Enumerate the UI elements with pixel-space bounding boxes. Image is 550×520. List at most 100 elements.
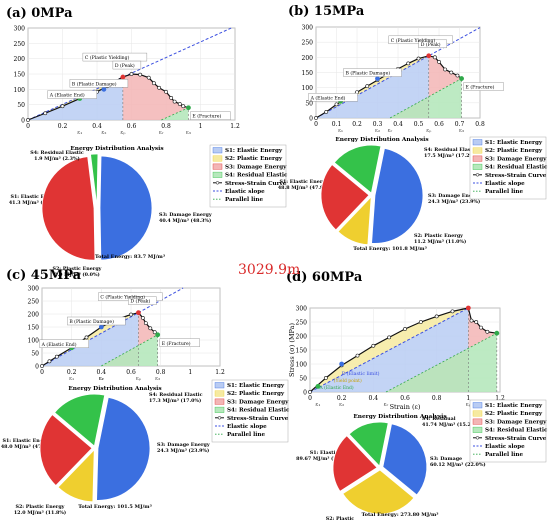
- x-tick-label: 0.8: [156, 369, 166, 376]
- curve-point: [314, 116, 318, 120]
- panel-d-title: (d) 60MPa: [286, 270, 363, 285]
- x-tick-label: 1.2: [230, 123, 240, 130]
- legend-marker: [217, 416, 222, 420]
- label-peak: D (Peak): [130, 298, 150, 305]
- curve-point: [181, 104, 186, 109]
- curve-point: [308, 390, 312, 394]
- pie-slice-1: [99, 155, 153, 261]
- strain-mark: ε₃: [186, 130, 191, 136]
- legend-swatch: [472, 147, 483, 154]
- legend-swatch: [212, 155, 223, 162]
- total-energy-label: Total Energy: 101.5 MJ/m³: [78, 504, 152, 510]
- label-plastic-damage: B (Plastic Damage): [69, 318, 114, 325]
- stress-strain-curve: [309, 307, 497, 393]
- key-point-fracture: [186, 105, 191, 111]
- strain-mark: εᵣ: [159, 130, 164, 136]
- parallel-line: [161, 107, 189, 121]
- curve-point: [152, 81, 156, 86]
- pie-label-s1: S1: Elastic Energy 48.0 MJ/m³ (47.3%): [1, 438, 53, 450]
- y-tick-label: 150: [28, 325, 40, 332]
- x-tick-label: 0.2: [337, 395, 347, 402]
- stress-strain-plot-p45: [39, 287, 221, 368]
- curve-point: [485, 329, 490, 334]
- curve-point: [334, 102, 339, 107]
- key-point-peak: [136, 310, 141, 316]
- curve-point: [387, 335, 392, 340]
- x-tick-label: 1: [466, 395, 470, 402]
- y-tick-label: 300: [14, 26, 26, 33]
- legend-item-label: S3: Damage Energy: [225, 164, 287, 170]
- x-tick-label: 0.4: [393, 121, 403, 128]
- x-tick-label: 0: [26, 123, 30, 130]
- x-tick-label: 0.2: [58, 123, 68, 130]
- panel-b-title: (b) 15MPa: [288, 4, 365, 19]
- curve-point: [129, 72, 134, 76]
- parallel-line: [101, 334, 158, 367]
- pie-slice-1: [382, 423, 428, 496]
- pie-title: Energy Distribution Analysis: [68, 386, 162, 392]
- strain-mark: εₚ: [136, 376, 142, 382]
- y-tick-label: 100: [296, 362, 308, 369]
- y-tick-label: 250: [28, 299, 40, 306]
- key-point-fracture: [155, 332, 161, 338]
- strain-mark: ε₂: [375, 128, 380, 134]
- x-tick-label: 0: [308, 395, 312, 402]
- legend-item-label: S1: Elastic Energy: [485, 140, 543, 146]
- label-fracture: E (Fracture): [466, 84, 495, 91]
- y-tick-label: 0: [35, 364, 39, 371]
- label-yield-point: (Yield point): [334, 377, 362, 384]
- legend-swatch: [472, 410, 483, 417]
- strain-mark: εᵣ: [99, 376, 104, 382]
- center-depth-label: 3029.9m: [238, 262, 301, 278]
- y-tick-label: 100: [28, 338, 40, 345]
- curve-point: [355, 353, 360, 358]
- label-elastic-end-box: [308, 93, 358, 102]
- pie-title: Energy Distribution Analysis: [353, 414, 447, 420]
- x-tick-label: 0.4: [369, 395, 379, 402]
- label-peak-box: [128, 296, 157, 305]
- legend-item-label: S3: Damage Energy: [485, 419, 547, 425]
- y-tick-label: 0: [309, 116, 313, 123]
- x-tick-label: 0.3: [373, 121, 383, 128]
- strain-mark: εₚ: [120, 130, 126, 136]
- curve-point: [323, 376, 328, 380]
- label-elastic-end-box: [39, 339, 89, 348]
- legend-item-label: Elastic slope: [485, 444, 525, 450]
- x-tick-label: 1.2: [495, 395, 505, 402]
- damage-energy-region: [386, 308, 497, 392]
- pie-label-s3: S3: Damage 60.12 MJ/m³ (22.0%): [430, 456, 486, 468]
- label-elastic-end: A (Elastic End): [49, 92, 85, 99]
- legend-swatch: [214, 406, 225, 413]
- x-tick-label: 0.6: [127, 123, 137, 130]
- legend-swatch: [472, 426, 483, 433]
- stress-strain-plot-p0: [26, 27, 236, 122]
- pie-label-s1: S1: Elastic Energy 48.8 MJ/m³ (47.9%): [278, 179, 330, 191]
- pie-label-s4: S4: Residual Elastic 17.5 MJ/m³ (17.2%): [424, 147, 478, 159]
- curve-point: [148, 326, 153, 331]
- legend-swatch: [214, 398, 225, 405]
- pie-slice-2: [57, 448, 95, 503]
- strain-mark: ε₂: [339, 402, 344, 408]
- curve-point: [143, 321, 148, 326]
- label-peak: D (Peak): [115, 62, 135, 69]
- curve-point: [437, 59, 441, 64]
- pie-label-s4: S4: Residual 41.74 MJ/m³ (15.2%): [422, 416, 478, 428]
- x-tick-label: 0: [314, 121, 318, 128]
- label-plastic-damage-box: [67, 316, 126, 326]
- legend-swatch: [214, 382, 225, 389]
- pie-slice-1: [96, 396, 151, 501]
- y-axis-label: Stress (σ) (MPa): [288, 323, 296, 377]
- legend-swatch: [214, 390, 225, 397]
- label-fracture: E (Fracture): [192, 113, 221, 120]
- curve-point: [60, 104, 65, 109]
- y-tick-label: 150: [302, 70, 314, 77]
- plastic-energy-region: [310, 308, 469, 392]
- pie-label-s4: S4: Residual Elastic 17.3 MJ/m³ (17.0%): [149, 392, 203, 404]
- label-plastic-damage-box: [343, 68, 402, 77]
- y-tick-label: 200: [28, 312, 40, 319]
- curve-point: [177, 102, 182, 106]
- x-tick-label: 0.2: [67, 369, 77, 376]
- curve-point: [140, 315, 145, 320]
- y-tick-label: 300: [28, 286, 40, 293]
- pie-slice-3: [39, 414, 93, 487]
